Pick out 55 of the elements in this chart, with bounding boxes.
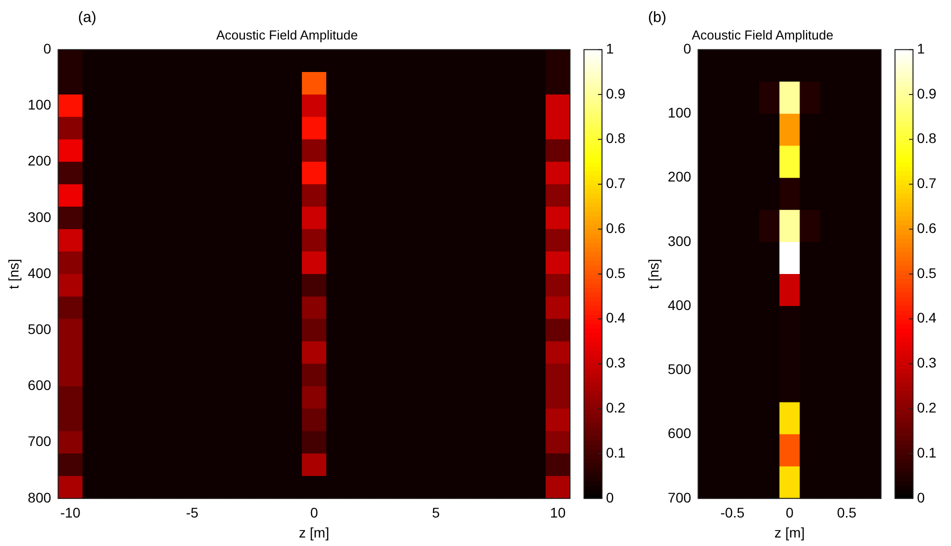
- y-tick-label: 100: [668, 104, 692, 121]
- y-axis-title: t [ns]: [645, 258, 662, 290]
- color-bar-label: 0.6: [606, 220, 626, 236]
- x-tick-label: -0.5: [720, 504, 745, 521]
- x-tick-label: 0.5: [836, 504, 857, 521]
- y-tick-label: 300: [28, 208, 52, 225]
- y-tick-label: 600: [668, 425, 692, 442]
- y-tick-label: 300: [668, 232, 692, 249]
- x-tick-label: -10: [60, 504, 81, 521]
- x-tick-label: -5: [186, 504, 199, 521]
- color-bar-label: 0.6: [917, 220, 937, 236]
- color-bar-label: 0.8: [606, 130, 626, 146]
- y-tick-label: 700: [28, 433, 52, 450]
- y-tick-label: 0: [43, 40, 52, 56]
- color-bar-label: 0.3: [917, 354, 937, 371]
- y-tick-label: 500: [28, 320, 52, 337]
- text: (b): [648, 9, 666, 26]
- color-bar-label: 1: [917, 40, 925, 56]
- color-bar-label: 0.2: [606, 400, 626, 416]
- color-bar-label: 0.5: [606, 264, 626, 281]
- chart-title: Acoustic Field Amplitude: [692, 27, 834, 42]
- y-tick-label: 700: [668, 489, 692, 506]
- y-tick-label: 100: [28, 96, 52, 113]
- text: (a): [78, 9, 96, 26]
- y-tick-label: 500: [668, 361, 692, 378]
- y-tick-label: 400: [668, 296, 692, 313]
- y-tick-label: 600: [28, 377, 52, 394]
- color-bar-label: 0.8: [917, 130, 937, 146]
- color-bar-label: 0.4: [606, 310, 626, 326]
- x-axis-title: z [m]: [774, 524, 805, 540]
- color-bar-label: 0.1: [917, 444, 937, 460]
- y-tick-label: 0: [683, 40, 692, 56]
- x-tick-label: 10: [550, 504, 566, 521]
- x-tick-label: 0: [786, 504, 794, 521]
- color-bar-label: 0.9: [606, 85, 626, 102]
- color-bar-label: 0.2: [917, 400, 937, 416]
- y-tick-label: 200: [28, 152, 52, 169]
- color-bar-label: 0: [606, 489, 614, 506]
- y-tick-label: 200: [668, 168, 692, 185]
- x-tick-label: 0: [310, 504, 318, 521]
- color-bar-label: 0.1: [606, 444, 626, 460]
- color-bar-label: 0.4: [917, 310, 937, 326]
- color-bar-label: 0.3: [606, 354, 626, 371]
- color-bar-label: 0: [917, 489, 925, 506]
- y-tick-label: 800: [28, 489, 52, 506]
- color-bar-label: 0.5: [917, 264, 937, 281]
- x-tick-label: 5: [432, 504, 440, 521]
- color-bar-label: 1: [606, 40, 614, 56]
- y-axis-title: t [ns]: [5, 258, 22, 290]
- color-bar-label: 0.7: [917, 175, 937, 192]
- chart-title: Acoustic Field Amplitude: [216, 27, 358, 42]
- color-bar-label: 0.7: [606, 175, 626, 192]
- y-tick-label: 400: [28, 264, 52, 281]
- color-bar-label: 0.9: [917, 85, 937, 102]
- x-axis-title: z [m]: [298, 524, 330, 540]
